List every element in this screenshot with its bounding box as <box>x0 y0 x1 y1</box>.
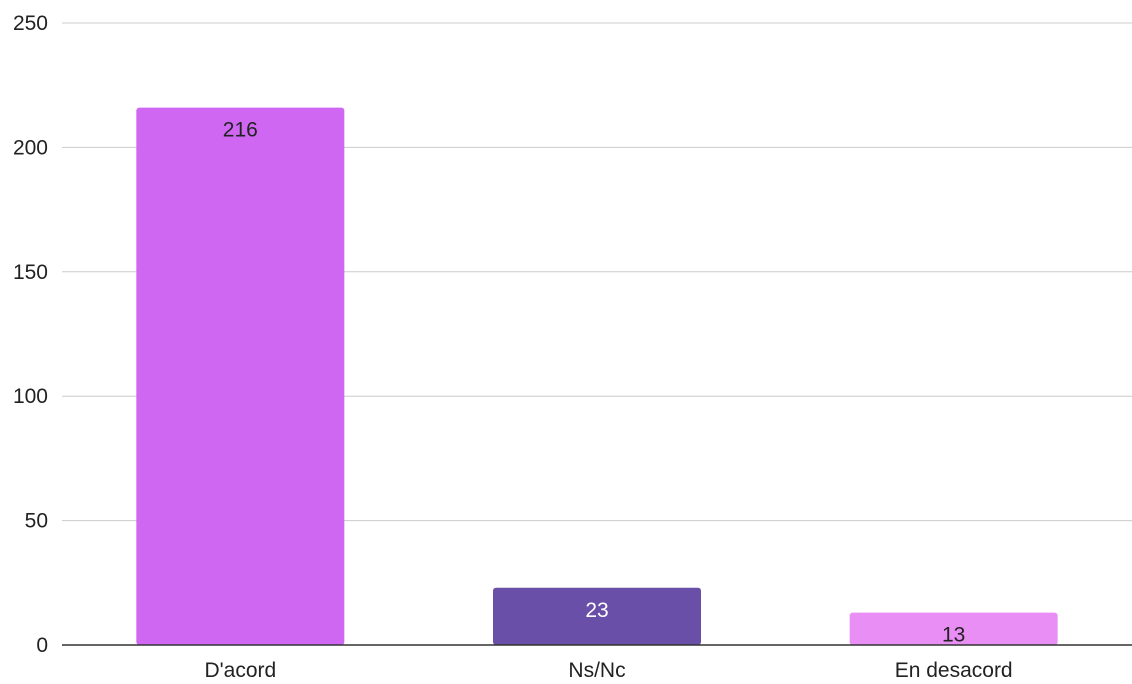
x-category-label-1: Ns/Nc <box>568 659 625 682</box>
y-tick-label: 0 <box>36 634 48 657</box>
x-category-label-2: En desacord <box>895 659 1013 682</box>
y-tick-label: 100 <box>13 385 48 408</box>
y-tick-label: 50 <box>25 510 48 533</box>
data-label-0: 216 <box>223 119 258 142</box>
data-label-1: 23 <box>585 599 608 622</box>
bar-0 <box>136 107 345 646</box>
data-labels: 216 23 13 <box>223 119 966 647</box>
bar-2 <box>849 612 1058 645</box>
x-category-label-0: D'acord <box>204 659 276 682</box>
x-axis-category-labels: D'acord Ns/Nc En desacord <box>204 659 1012 682</box>
bars <box>136 107 1058 646</box>
y-tick-label: 250 <box>13 12 48 35</box>
y-axis-tick-labels: 0 50 100 150 200 250 <box>13 12 48 657</box>
y-tick-label: 150 <box>13 261 48 284</box>
bar-1 <box>493 587 701 645</box>
y-tick-label: 200 <box>13 136 48 159</box>
data-label-2: 13 <box>942 624 965 647</box>
